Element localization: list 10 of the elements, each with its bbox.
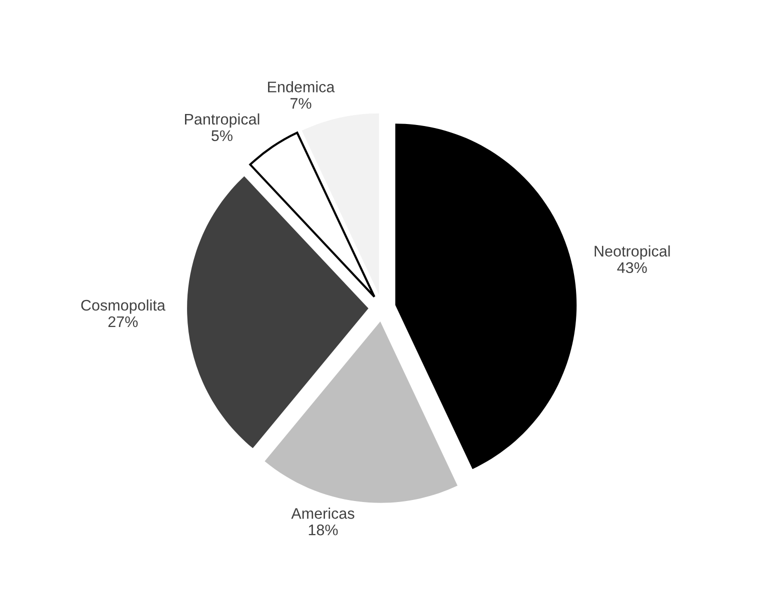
slice-label: Americas [291,508,354,519]
slice-label: Endemica [268,81,335,92]
slice-label: Neotropical [594,245,670,260]
slice-label: Pantropical [185,113,260,128]
data-label: 5% [212,130,232,142]
data-label: 43% [617,262,647,274]
slice-label: Cosmopolita [81,299,166,314]
data-label: 27% [108,316,138,328]
data-label: 18% [308,524,338,536]
data-label: 7% [290,98,312,109]
